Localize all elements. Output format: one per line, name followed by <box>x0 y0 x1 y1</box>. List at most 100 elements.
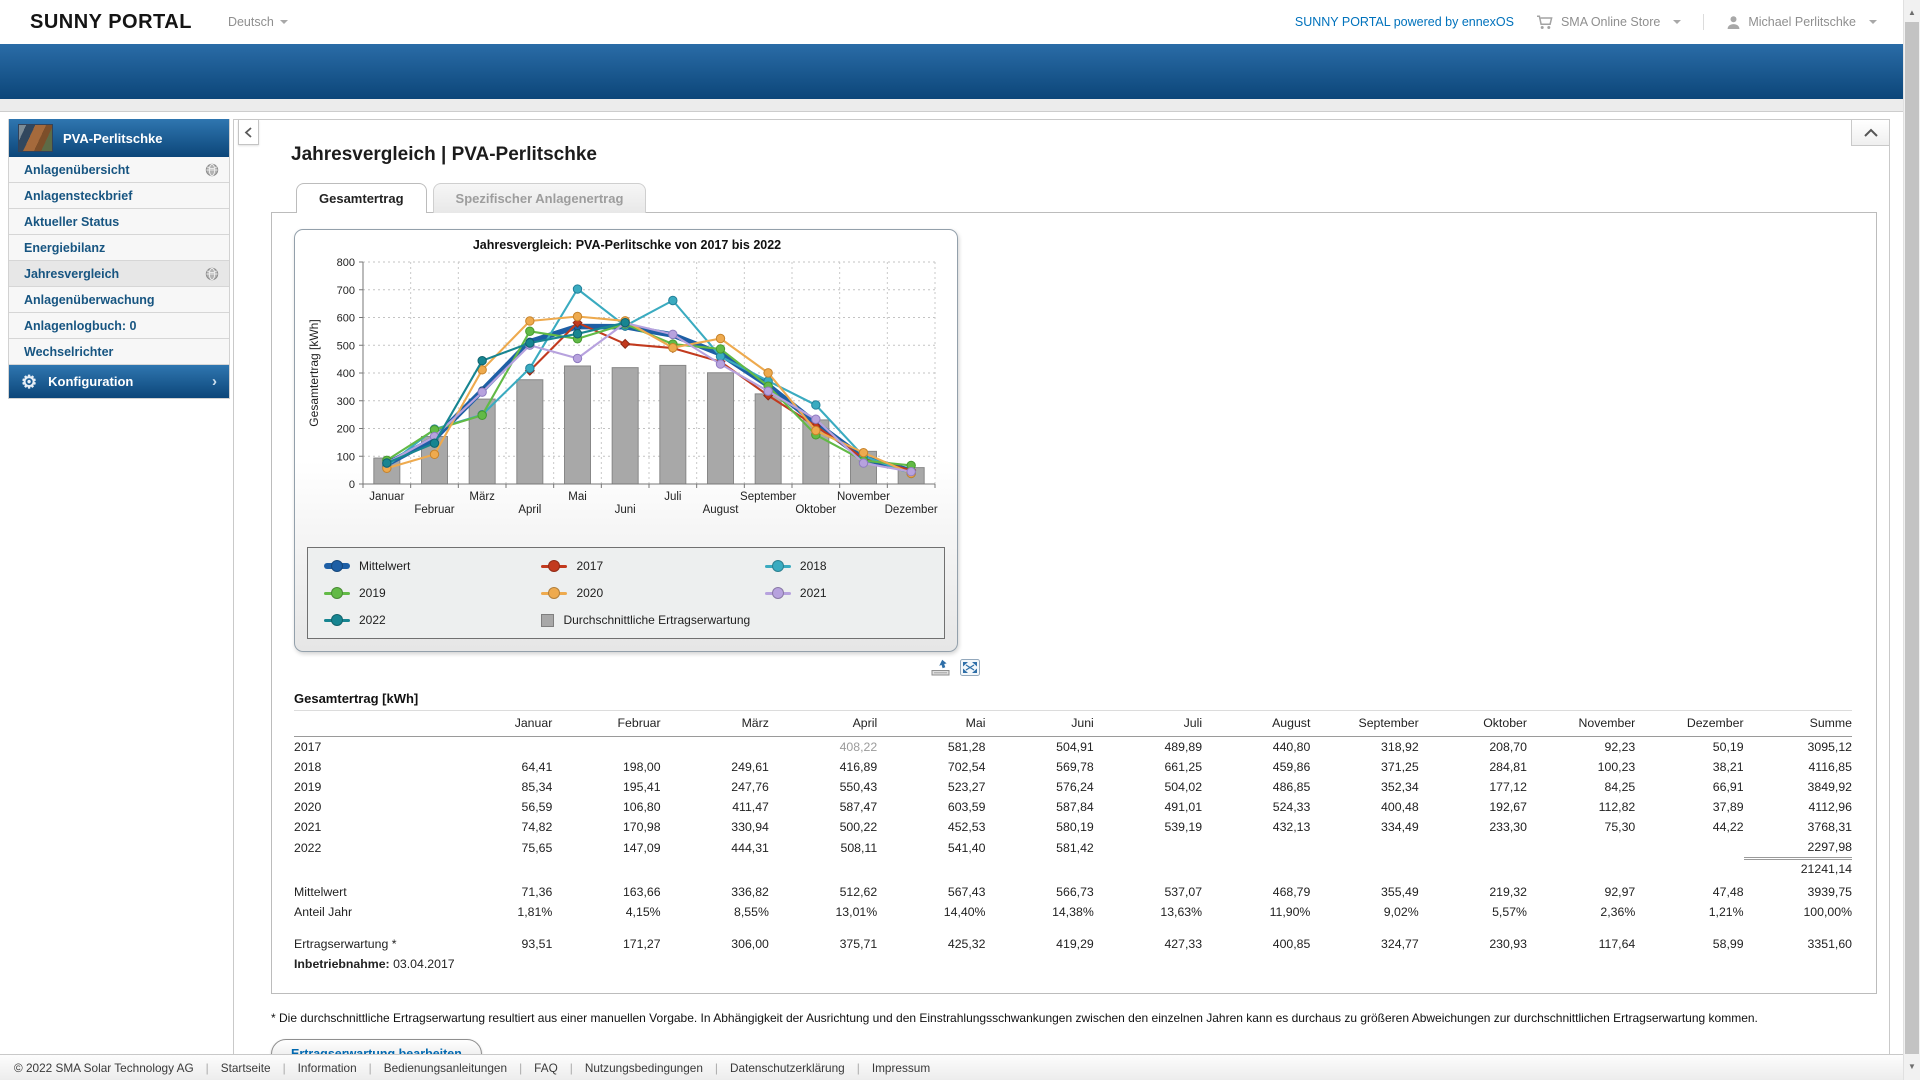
footer-link-bedienungsanleitungen[interactable]: Bedienungsanleitungen <box>384 1061 507 1075</box>
svg-text:300: 300 <box>337 396 355 408</box>
column-header: Mai <box>877 711 985 737</box>
powered-by-link[interactable]: SUNNY PORTAL powered by ennexOS <box>1295 15 1514 29</box>
plant-header[interactable]: PVA-Perlitschke <box>9 119 229 157</box>
chevron-up-icon <box>1863 128 1879 138</box>
export-chart-button[interactable] <box>930 659 951 676</box>
footer-link-information[interactable]: Information <box>298 1061 357 1075</box>
table-cell <box>1310 837 1418 859</box>
legend-item-2018: 2018 <box>765 559 928 573</box>
svg-text:März: März <box>469 491 495 503</box>
sidebar-item-energiebilanz[interactable]: Energiebilanz <box>9 235 229 261</box>
sidebar-item-label: Anlagenlogbuch: 0 <box>24 319 137 333</box>
svg-text:Jahresvergleich: PVA-Perlitsch: Jahresvergleich: PVA-Perlitschke von 201… <box>473 238 781 252</box>
table-cell <box>661 859 769 883</box>
fullscreen-chart-button[interactable] <box>960 659 980 676</box>
table-cell: 198,00 <box>552 757 660 777</box>
sidebar-item-konfiguration[interactable]: ⚙ Konfiguration › <box>9 365 229 398</box>
table-cell: 324,77 <box>1310 922 1418 954</box>
sub-nav-strip <box>0 99 1903 112</box>
collapse-content-button[interactable] <box>1851 120 1889 146</box>
row-label: 2017 <box>294 737 444 758</box>
table-cell: 71,36 <box>444 882 552 902</box>
table-cell <box>1202 859 1310 883</box>
row-label: 2018 <box>294 757 444 777</box>
table-title: Gesamtertrag [kWh] <box>294 691 1852 706</box>
sidebar-item-anlagen-bersicht[interactable]: Anlagenübersicht <box>9 157 229 183</box>
main-panel: Jahresvergleich | PVA-Perlitschke Gesamt… <box>233 119 1890 1080</box>
svg-text:100: 100 <box>337 451 355 463</box>
footer-link-faq[interactable]: FAQ <box>534 1061 558 1075</box>
table-cell: 504,91 <box>985 737 1093 758</box>
table-cell: 37,89 <box>1635 797 1743 817</box>
table-cell: 355,49 <box>1310 882 1418 902</box>
table-row: Mittelwert71,36163,66336,82512,62567,435… <box>294 882 1852 902</box>
table-cell: 452,53 <box>877 817 985 837</box>
svg-text:800: 800 <box>337 257 355 269</box>
cart-icon <box>1536 15 1554 30</box>
table-cell: 13,63% <box>1094 902 1202 922</box>
table-cell: 5,57% <box>1419 902 1527 922</box>
table-cell: 92,23 <box>1527 737 1635 758</box>
svg-text:500: 500 <box>337 340 355 352</box>
table-cell: 336,82 <box>661 882 769 902</box>
sidebar-item-anlagenlogbuch-0[interactable]: Anlagenlogbuch: 0 <box>9 313 229 339</box>
scrollbar[interactable]: ▲ ▼ <box>1903 0 1920 1080</box>
table-cell <box>1527 837 1635 859</box>
table-cell: 371,25 <box>1310 757 1418 777</box>
footnote: * Die durchschnittliche Ertragserwartung… <box>271 1011 1877 1025</box>
export-icon <box>930 659 951 676</box>
table-cell <box>552 859 660 883</box>
table-cell: 14,38% <box>985 902 1093 922</box>
scrollbar-up-arrow[interactable]: ▲ <box>1904 4 1920 20</box>
sidebar-item-aktueller-status[interactable]: Aktueller Status <box>9 209 229 235</box>
legend-line-swatch <box>324 563 350 569</box>
sidebar-item-label: Wechselrichter <box>24 345 113 359</box>
svg-text:Gesamtertrag [kWh]: Gesamtertrag [kWh] <box>307 319 321 426</box>
table-cell: 352,34 <box>1310 777 1418 797</box>
table-cell: 661,25 <box>1094 757 1202 777</box>
footer-link-nutzungsbedingungen[interactable]: Nutzungsbedingungen <box>585 1061 703 1075</box>
legend-label: 2022 <box>359 613 386 627</box>
table-cell <box>444 859 552 883</box>
table-cell: 334,49 <box>1310 817 1418 837</box>
table-cell <box>552 737 660 758</box>
table-cell <box>1094 837 1202 859</box>
sidebar-item-anlagen-berwachung[interactable]: Anlagenüberwachung <box>9 287 229 313</box>
store-menu[interactable]: SMA Online Store <box>1536 15 1681 30</box>
page-title: Jahresvergleich | PVA-Perlitschke <box>291 144 1889 166</box>
svg-text:Januar: Januar <box>369 491 404 503</box>
main-nav-bar <box>0 44 1903 99</box>
table-cell: 247,76 <box>661 777 769 797</box>
scrollbar-thumb[interactable] <box>1905 22 1919 1054</box>
scrollbar-down-arrow[interactable]: ▼ <box>1904 1058 1920 1074</box>
table-cell: 100,23 <box>1527 757 1635 777</box>
legend-line-swatch <box>541 565 567 568</box>
collapse-sidebar-button[interactable] <box>238 120 259 145</box>
legend-item-mittelwert: Mittelwert <box>324 559 541 573</box>
footer-link-impressum[interactable]: Impressum <box>872 1061 930 1075</box>
sidebar-item-jahresvergleich[interactable]: Jahresvergleich <box>9 261 229 287</box>
tab-spezifischer-anlagenertrag[interactable]: Spezifischer Anlagenertrag <box>433 183 647 213</box>
language-selector[interactable]: Deutsch <box>228 15 288 29</box>
svg-text:November: November <box>837 491 890 503</box>
column-header: Summe <box>1744 711 1852 737</box>
sidebar-item-anlagensteckbrief[interactable]: Anlagensteckbrief <box>9 183 229 209</box>
table-cell <box>1419 837 1527 859</box>
footer-separator: | <box>715 1061 718 1075</box>
table-row: 201864,41198,00249,61416,89702,54569,786… <box>294 757 1852 777</box>
footer-link-datenschutzerkl-rung[interactable]: Datenschutzerklärung <box>730 1061 845 1075</box>
table-cell: 93,51 <box>444 922 552 954</box>
svg-text:700: 700 <box>337 285 355 297</box>
table-cell: 330,94 <box>661 817 769 837</box>
user-menu[interactable]: Michael Perlitschke <box>1726 15 1877 30</box>
column-header <box>294 711 444 737</box>
table-cell: 75,30 <box>1527 817 1635 837</box>
table-cell: 539,19 <box>1094 817 1202 837</box>
table-row: 21241,14 <box>294 859 1852 883</box>
table-cell: 3849,92 <box>1744 777 1852 797</box>
column-header: Februar <box>552 711 660 737</box>
sidebar-item-wechselrichter[interactable]: Wechselrichter <box>9 339 229 365</box>
footer-link-startseite[interactable]: Startseite <box>221 1061 271 1075</box>
fullscreen-icon <box>960 659 980 676</box>
tab-gesamtertrag[interactable]: Gesamtertrag <box>296 183 427 213</box>
